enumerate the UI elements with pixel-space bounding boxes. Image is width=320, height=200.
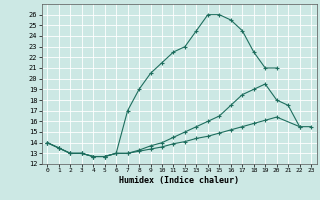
X-axis label: Humidex (Indice chaleur): Humidex (Indice chaleur) bbox=[119, 176, 239, 185]
